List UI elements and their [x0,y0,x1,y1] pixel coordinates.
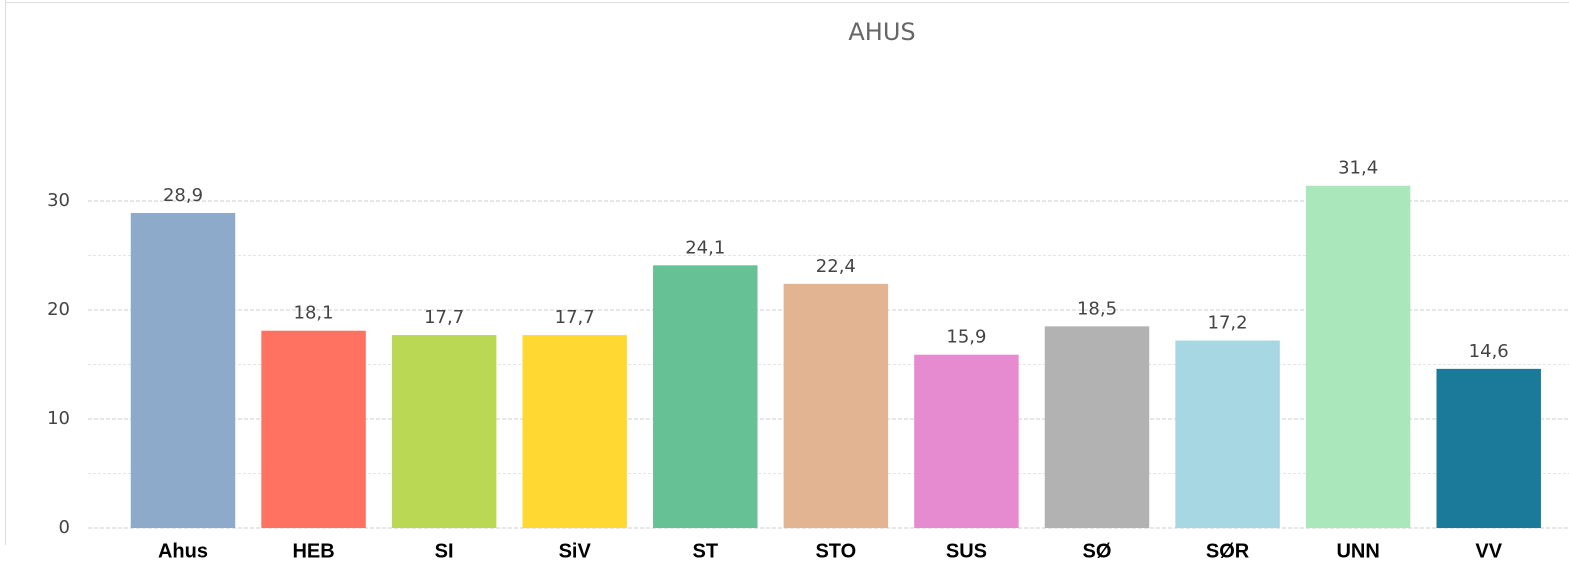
value-label: 17,2 [1208,313,1248,334]
x-tick-label: SI [435,540,454,562]
value-label: 14,6 [1469,341,1509,362]
y-tick-label: 20 [47,299,70,320]
x-tick-label: SiV [559,540,592,562]
bar [783,283,889,528]
bar [1436,368,1541,528]
bar [914,354,1019,528]
x-tick-label: SUS [946,540,987,562]
value-label: 22,4 [816,256,856,277]
y-tick-label: 30 [47,190,70,211]
x-tick-label: Ahus [158,540,208,562]
x-tick-label: SØ [1083,540,1112,562]
value-label: 24,1 [685,237,725,258]
x-tick-label: SØR [1206,540,1250,562]
y-tick-label: 10 [47,408,70,429]
bar [130,212,236,529]
x-tick-label: UNN [1336,540,1379,562]
chart-title: AHUS [848,18,915,46]
x-tick-label: ST [692,540,718,562]
x-tick-label: HEB [292,540,334,562]
bar [1305,185,1411,529]
value-label: 28,9 [163,185,203,206]
bar [1175,340,1280,528]
value-label: 31,4 [1338,158,1378,179]
value-label: 18,5 [1077,298,1117,319]
bar [391,335,497,528]
x-tick-label: VV [1475,540,1502,562]
value-label: 17,7 [555,307,595,328]
value-label: 15,9 [946,327,986,348]
value-label: 17,7 [424,307,464,328]
x-tick-label: STO [815,540,856,562]
bar [653,265,758,528]
bar [522,335,627,528]
bar [1044,326,1150,528]
bar [261,330,366,528]
y-tick-label: 0 [59,517,70,538]
value-label: 18,1 [294,303,334,324]
